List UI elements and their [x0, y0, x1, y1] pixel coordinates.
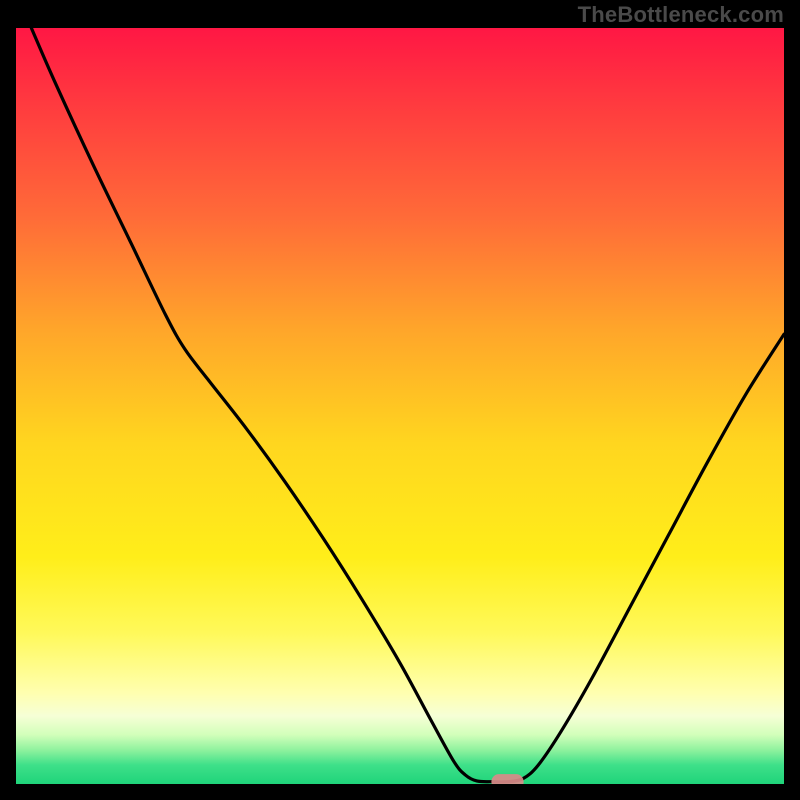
watermark-text: TheBottleneck.com [578, 2, 784, 28]
chart-frame: TheBottleneck.com [0, 0, 800, 800]
plot-svg [16, 28, 784, 784]
chart-background [16, 28, 784, 784]
plot-area [16, 28, 784, 784]
optimal-marker [491, 774, 523, 784]
